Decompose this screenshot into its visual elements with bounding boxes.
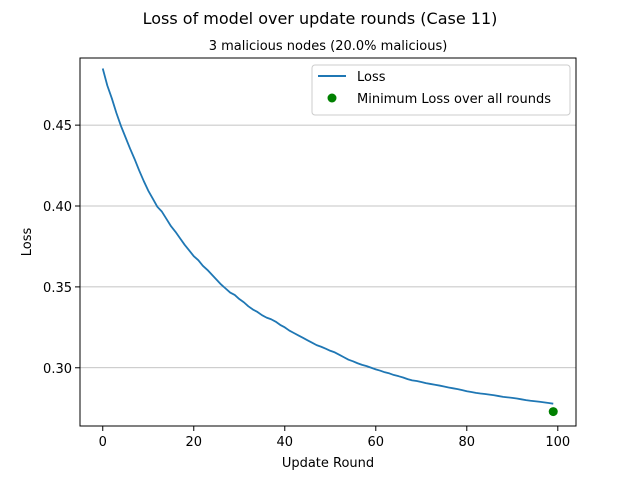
legend-marker-swatch bbox=[327, 93, 337, 103]
legend-entry-loss: Loss bbox=[357, 70, 386, 85]
y-tick-label: 0.30 bbox=[43, 362, 72, 377]
loss-series-line bbox=[101, 68, 554, 405]
grid-lines bbox=[80, 124, 576, 369]
legend: Loss Minimum Loss over all rounds bbox=[311, 64, 571, 116]
x-tick-label: 80 bbox=[459, 435, 476, 450]
plot-area bbox=[101, 68, 558, 417]
minimum-loss-point bbox=[548, 407, 558, 417]
x-tick-label: 40 bbox=[276, 435, 293, 450]
x-tick-label: 0 bbox=[99, 435, 107, 450]
chart-subtitle: 3 malicious nodes (20.0% malicious) bbox=[209, 39, 448, 54]
y-tick-label: 0.35 bbox=[43, 281, 72, 296]
x-axis-label: Update Round bbox=[282, 456, 374, 471]
axes-frame bbox=[79, 57, 577, 427]
y-tick-label: 0.45 bbox=[43, 119, 72, 134]
y-axis-label: Loss bbox=[20, 228, 35, 257]
y-tick-label: 0.40 bbox=[43, 200, 72, 215]
x-tick-label: 20 bbox=[185, 435, 202, 450]
x-tick-label: 60 bbox=[368, 435, 385, 450]
legend-entry-minimum: Minimum Loss over all rounds bbox=[357, 92, 551, 107]
x-axis-ticks: 0 20 40 60 80 100 bbox=[99, 426, 570, 450]
chart-title: Loss of model over update rounds (Case 1… bbox=[143, 9, 498, 28]
legend-box bbox=[311, 64, 571, 116]
y-axis-ticks: 0.30 0.35 0.40 0.45 bbox=[43, 119, 80, 377]
x-tick-label: 100 bbox=[545, 435, 570, 450]
